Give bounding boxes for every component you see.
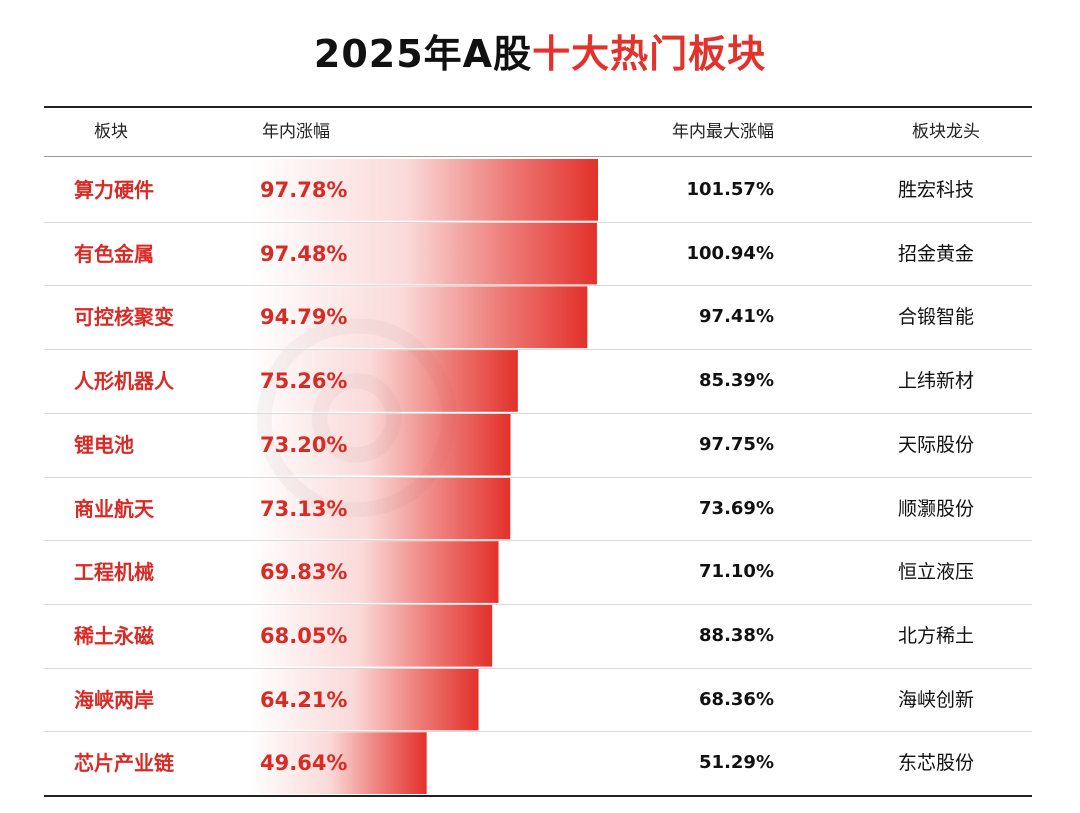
leader-cell: 招金黄金 [898, 242, 975, 265]
header-leader: 板块龙头 [912, 122, 980, 142]
max-gain-cell: 51.29% [699, 752, 774, 774]
leader-cell: 天际股份 [898, 433, 975, 456]
title-part-2: 十大热门板块 [532, 32, 767, 76]
header-max: 年内最大涨幅 [672, 122, 774, 142]
row-divider [44, 476, 1032, 478]
ytd-cell: 49.64% [260, 751, 348, 776]
title-part-1: 2025年A股 [313, 32, 533, 76]
leader-cell: 胜宏科技 [898, 179, 975, 201]
sector-cell: 商业航天 [74, 496, 154, 521]
table-bottom-rule [44, 795, 1032, 797]
table-top-rule [44, 106, 1032, 108]
sector-cell: 锂电池 [74, 432, 134, 457]
row-divider [44, 412, 1032, 414]
sector-cell: 有色金属 [74, 241, 154, 266]
max-gain-cell: 85.39% [699, 370, 774, 392]
max-gain-cell: 73.69% [699, 497, 774, 519]
max-gain-cell: 68.36% [699, 688, 774, 710]
max-gain-cell: 88.38% [699, 624, 774, 646]
row-divider [44, 603, 1032, 605]
row-divider [44, 349, 1032, 351]
max-gain-cell: 71.10% [699, 561, 774, 583]
header-rule [44, 156, 1032, 157]
header-sector: 板块 [94, 122, 128, 142]
sector-cell: 可控核聚变 [74, 305, 174, 330]
row-divider [44, 540, 1032, 542]
sector-cell: 工程机械 [74, 560, 154, 585]
leader-cell: 东芯股份 [898, 752, 975, 775]
sector-cell: 芯片产业链 [74, 751, 174, 776]
sector-cell: 稀土永磁 [74, 623, 154, 648]
ytd-cell: 69.83% [260, 560, 348, 585]
sector-cell: 人形机器人 [74, 369, 174, 394]
leader-cell: 海峡创新 [898, 688, 975, 711]
max-gain-cell: 97.75% [699, 433, 774, 455]
leader-cell: 北方稀土 [898, 624, 975, 647]
max-gain-cell: 97.41% [699, 306, 774, 328]
header-ytd: 年内涨幅 [262, 122, 330, 142]
leader-cell: 合锻智能 [898, 306, 975, 329]
max-gain-cell: 100.94% [686, 242, 775, 264]
ytd-cell: 73.13% [260, 496, 348, 521]
ytd-cell: 73.20% [260, 432, 348, 457]
leader-cell: 上纬新材 [898, 370, 975, 393]
ytd-cell: 97.48% [260, 241, 348, 266]
leader-cell: 恒立液压 [898, 561, 975, 584]
ytd-cell: 75.26% [260, 369, 348, 394]
ytd-cell: 64.21% [260, 687, 348, 712]
page-title: 2025年A股十大热门板块 [0, 28, 1080, 80]
row-divider [44, 667, 1032, 669]
row-divider [44, 731, 1032, 733]
ytd-cell: 97.78% [260, 178, 348, 202]
table-header [44, 108, 1032, 156]
max-gain-cell: 101.57% [686, 179, 775, 200]
row-divider [44, 285, 1032, 287]
row-divider [44, 221, 1032, 223]
leader-cell: 顺灏股份 [898, 497, 975, 520]
sector-cell: 算力硬件 [74, 178, 154, 202]
ytd-cell: 68.05% [260, 623, 348, 648]
sector-cell: 海峡两岸 [74, 687, 154, 712]
ytd-cell: 94.79% [260, 305, 348, 330]
